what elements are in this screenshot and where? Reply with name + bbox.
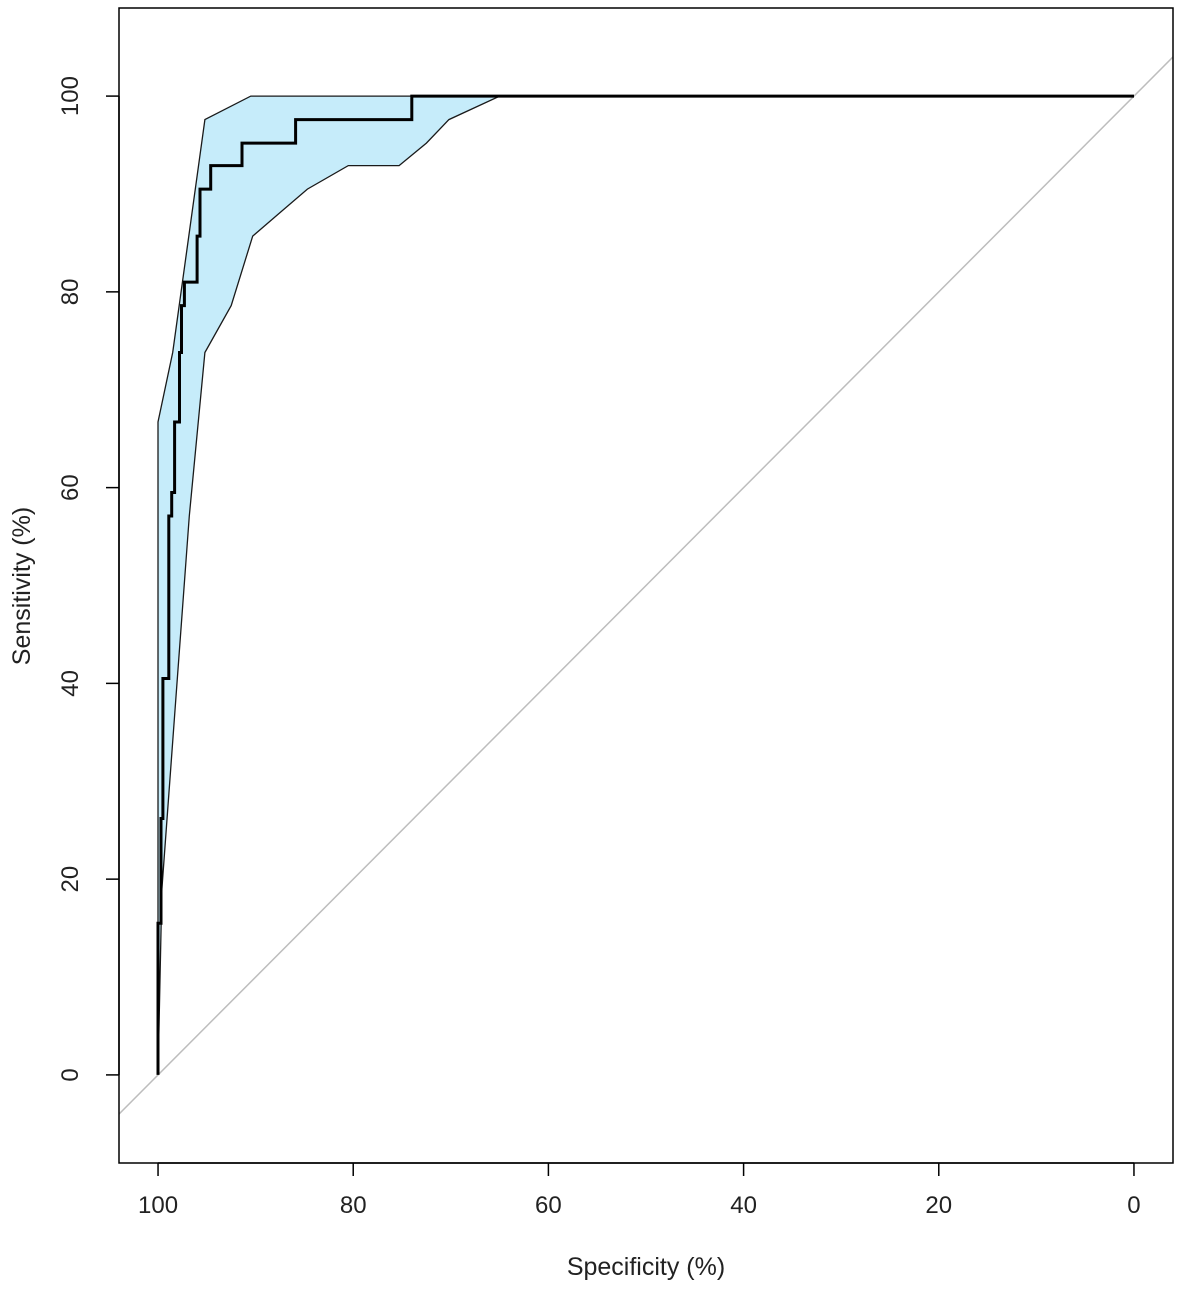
y-axis-label: Sensitivity (%) — [8, 507, 36, 665]
plot-area — [119, 56, 1173, 1115]
roc-curve — [156, 94, 1134, 1075]
confidence-band — [157, 95, 1134, 1075]
y-tick-label: 20 — [57, 866, 84, 893]
x-tick-label: 20 — [925, 1192, 952, 1219]
x-tick-label: 100 — [138, 1192, 178, 1219]
y-tick-label: 100 — [57, 76, 84, 116]
reference-diagonal — [119, 56, 1173, 1115]
y-tick-label: 60 — [57, 474, 84, 501]
y-tick-label: 40 — [57, 670, 84, 697]
x-tick-label: 0 — [1127, 1192, 1140, 1219]
y-axis: 0 20 40 60 80 100 — [57, 76, 120, 1082]
y-tick-label: 80 — [57, 279, 84, 306]
x-axis: 100 80 60 40 20 0 — [138, 1162, 1141, 1219]
x-tick-label: 60 — [535, 1192, 562, 1219]
x-axis-label: Specificity (%) — [567, 1253, 725, 1281]
y-tick-label: 0 — [57, 1068, 84, 1081]
x-tick-label: 80 — [340, 1192, 367, 1219]
x-tick-label: 40 — [730, 1192, 757, 1219]
